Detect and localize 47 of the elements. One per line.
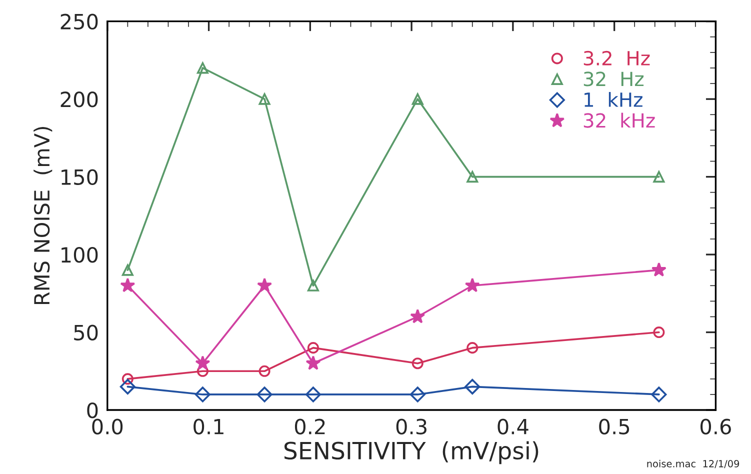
- point: [122, 373, 134, 385]
- point: [410, 308, 426, 324]
- text: noise.mac 12/1/09: [647, 460, 740, 468]
- point: [651, 262, 666, 277]
- x-tick-label: 0.3: [396, 418, 426, 434]
- point: [412, 93, 424, 105]
- point: [307, 280, 319, 292]
- point: [410, 386, 426, 402]
- point: [194, 386, 210, 402]
- y-tick-label: 200: [60, 92, 98, 108]
- point: [122, 264, 134, 276]
- x-tick-label: 0.2: [294, 418, 325, 434]
- x-tick-label: 0.4: [498, 418, 528, 434]
- legend-label: 3.2 Hz: [584, 50, 650, 66]
- point: [256, 386, 272, 402]
- point: [464, 278, 480, 292]
- point: [466, 171, 478, 183]
- point: [464, 378, 480, 394]
- point: [305, 386, 321, 402]
- point: [120, 378, 136, 394]
- x-tick-label: 0.0: [92, 418, 123, 434]
- point: [257, 278, 272, 292]
- point: [653, 171, 665, 183]
- point: [195, 356, 210, 370]
- point: [258, 365, 270, 377]
- legend-label: 32 kHz: [584, 112, 655, 128]
- y-axis-title: RMS NOISE (mV): [34, 127, 52, 304]
- point: [307, 342, 319, 354]
- x-tick-label: 0.5: [599, 418, 630, 434]
- x-tick-label: 0.1: [194, 418, 224, 434]
- y-tick-label: 50: [74, 324, 98, 340]
- y-tick-label: 100: [62, 246, 98, 263]
- legend-label: 32 Hz: [584, 72, 644, 86]
- point: [306, 356, 321, 370]
- point: [653, 326, 665, 338]
- point: [120, 278, 136, 292]
- x-tick-label: 0.6: [700, 418, 731, 434]
- y-tick-label: 150: [62, 169, 98, 186]
- y-tick-label: 0: [87, 402, 98, 418]
- point: [651, 386, 667, 402]
- x-axis-title: SENSITIVITY (mV/psi): [284, 441, 538, 464]
- point: [412, 358, 424, 370]
- legend-label: 1 kHz: [584, 92, 642, 107]
- point: [258, 93, 270, 105]
- y-tick-label: 250: [60, 14, 98, 30]
- point: [466, 342, 478, 354]
- point: [196, 62, 208, 74]
